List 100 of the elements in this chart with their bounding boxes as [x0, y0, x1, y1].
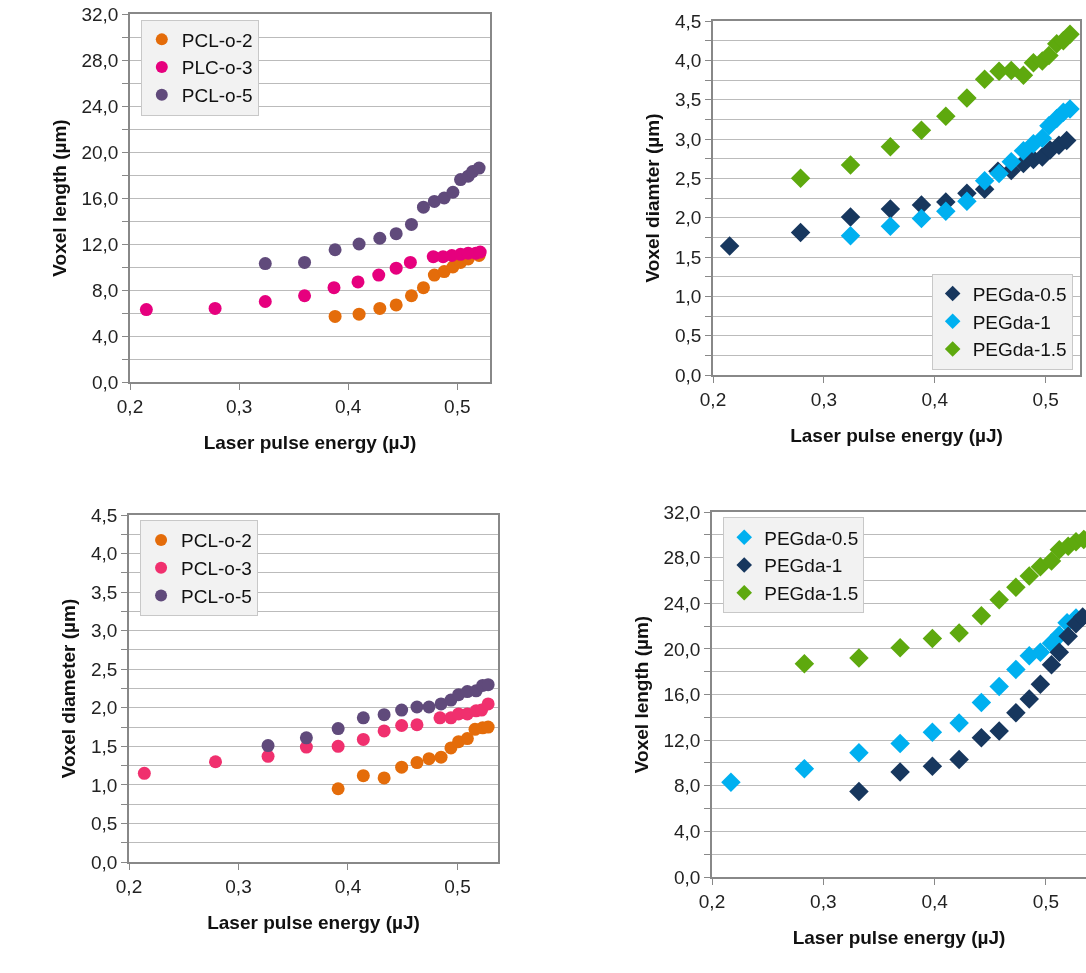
point	[971, 606, 992, 626]
legend-label: PCL-o-2	[181, 29, 253, 51]
y-tick-label: 28,0	[663, 547, 701, 569]
y-axis-title: Voxel length (µm)	[630, 615, 652, 774]
y-tick-label: 4,0	[674, 821, 701, 843]
legend-label: PEGda-1	[764, 555, 843, 577]
y-tick-label: 12,0	[663, 729, 701, 751]
point	[840, 226, 861, 246]
y-tick-label: 32,0	[663, 501, 701, 523]
point	[849, 742, 869, 763]
legend-label: PEGda-1.5	[972, 339, 1067, 361]
point	[911, 120, 932, 141]
point	[352, 307, 366, 321]
point	[1032, 128, 1053, 148]
point	[352, 237, 366, 251]
point	[890, 733, 910, 754]
point	[1006, 577, 1026, 598]
point	[794, 758, 815, 779]
legend-label: PCL-o-5	[181, 85, 253, 107]
y-tick-label: 8,0	[674, 775, 701, 797]
point	[389, 298, 403, 312]
x-axis-title: Laser pulse energy (µJ)	[207, 911, 420, 933]
x-axis-title: Laser pulse energy (µJ)	[203, 431, 417, 453]
point	[1006, 703, 1026, 723]
y-tick-label: 1,5	[675, 246, 702, 268]
point	[922, 722, 943, 742]
point	[989, 676, 1009, 697]
y-tick-label: 4,0	[91, 543, 118, 565]
point	[1030, 674, 1051, 694]
y-tick-label: 20,0	[81, 141, 119, 163]
point	[1060, 24, 1080, 45]
y-axis-title: Voxel diameter (µm)	[58, 598, 80, 779]
point	[372, 268, 386, 282]
x-tick-label: 0,3	[810, 388, 838, 410]
point	[395, 719, 409, 732]
point	[460, 732, 474, 746]
point	[327, 281, 341, 295]
point	[880, 137, 901, 157]
x-tick-label: 0,2	[115, 875, 143, 897]
point	[957, 88, 977, 108]
y-tick-label: 1,0	[675, 285, 702, 307]
x-tick-label: 0,5	[1032, 890, 1060, 912]
point	[395, 760, 409, 774]
point	[922, 756, 943, 777]
x-axis-title: Laser pulse energy (µJ)	[792, 926, 1006, 948]
y-tick-label: 4,5	[91, 504, 118, 526]
point	[922, 628, 943, 649]
point	[377, 724, 391, 738]
point	[299, 731, 313, 745]
point	[351, 275, 365, 289]
point	[1019, 566, 1039, 586]
point	[331, 782, 345, 796]
point	[1058, 626, 1078, 647]
x-tick-label: 0,5	[1032, 388, 1059, 410]
legend-label: PEGda-1.5	[764, 583, 859, 605]
legend-label: PCL-o-2	[181, 530, 252, 552]
point	[1039, 45, 1059, 66]
point	[890, 762, 910, 782]
point	[328, 243, 342, 257]
point	[472, 161, 486, 175]
y-tick-label: 1,5	[91, 735, 118, 757]
point	[481, 697, 495, 711]
x-tick-label: 0,2	[116, 395, 144, 417]
x-tick-label: 0,4	[334, 395, 362, 417]
y-axis-title: Voxel diamter (µm)	[642, 113, 664, 283]
point	[974, 170, 995, 191]
point	[389, 261, 403, 275]
y-tick-label: 24,0	[663, 592, 701, 614]
y-tick-label: 3,0	[91, 620, 118, 642]
y-tick-label: 2,0	[91, 697, 118, 719]
x-tick-label: 0,5	[444, 395, 471, 417]
point	[957, 191, 977, 211]
point	[261, 749, 275, 763]
point	[1013, 65, 1034, 86]
point	[410, 756, 424, 770]
point	[790, 168, 811, 189]
x-tick-label: 0,3	[810, 890, 837, 912]
legend-label: PEGda-0.5	[972, 283, 1067, 305]
point	[416, 200, 430, 214]
point	[209, 755, 222, 769]
point	[328, 309, 342, 323]
point	[1041, 655, 1062, 675]
y-tick-label: 0,0	[91, 851, 118, 873]
x-tick-label: 0,3	[225, 875, 252, 897]
point	[936, 201, 956, 222]
point	[989, 721, 1009, 741]
y-tick-label: 4,5	[675, 10, 702, 32]
point	[373, 301, 387, 315]
y-tick-label: 3,0	[675, 128, 702, 150]
x-tick-label: 0,4	[921, 388, 949, 410]
point	[936, 106, 956, 126]
point	[208, 301, 222, 315]
point	[403, 255, 417, 269]
x-tick-label: 0,2	[698, 890, 726, 912]
point	[1041, 551, 1062, 571]
point	[373, 231, 387, 245]
point	[971, 692, 992, 713]
y-tick-label: 16,0	[663, 684, 701, 706]
y-tick-label: 0,5	[675, 325, 702, 347]
y-tick-label: 12,0	[81, 233, 119, 255]
